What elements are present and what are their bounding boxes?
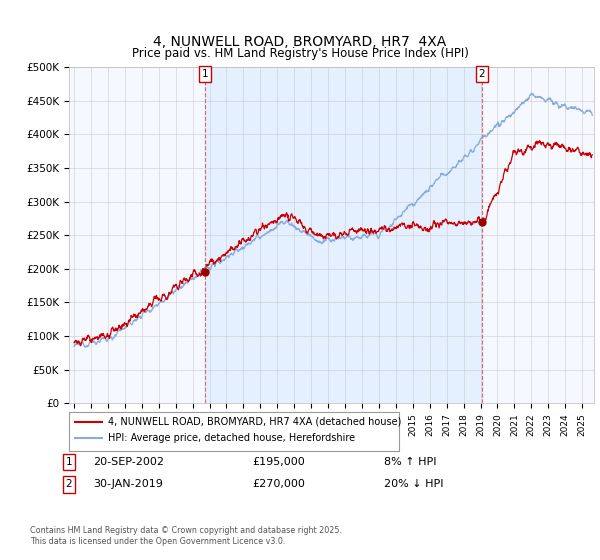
Text: 2: 2 [65,479,73,489]
Text: 1: 1 [65,457,73,467]
Text: Price paid vs. HM Land Registry's House Price Index (HPI): Price paid vs. HM Land Registry's House … [131,46,469,60]
Text: 1: 1 [202,69,208,79]
Bar [205,67,482,403]
Text: 8% ↑ HPI: 8% ↑ HPI [384,457,437,467]
Text: HPI: Average price, detached house, Herefordshire: HPI: Average price, detached house, Here… [108,433,355,444]
Text: 30-JAN-2019: 30-JAN-2019 [93,479,163,489]
Text: 4, NUNWELL ROAD, BROMYARD, HR7  4XA: 4, NUNWELL ROAD, BROMYARD, HR7 4XA [154,35,446,49]
Text: 20-SEP-2002: 20-SEP-2002 [93,457,164,467]
Text: 20% ↓ HPI: 20% ↓ HPI [384,479,443,489]
Text: Contains HM Land Registry data © Crown copyright and database right 2025.
This d: Contains HM Land Registry data © Crown c… [30,526,342,546]
Text: £270,000: £270,000 [252,479,305,489]
Text: 4, NUNWELL ROAD, BROMYARD, HR7 4XA (detached house): 4, NUNWELL ROAD, BROMYARD, HR7 4XA (deta… [108,417,401,427]
Text: £195,000: £195,000 [252,457,305,467]
Text: 2: 2 [479,69,485,79]
